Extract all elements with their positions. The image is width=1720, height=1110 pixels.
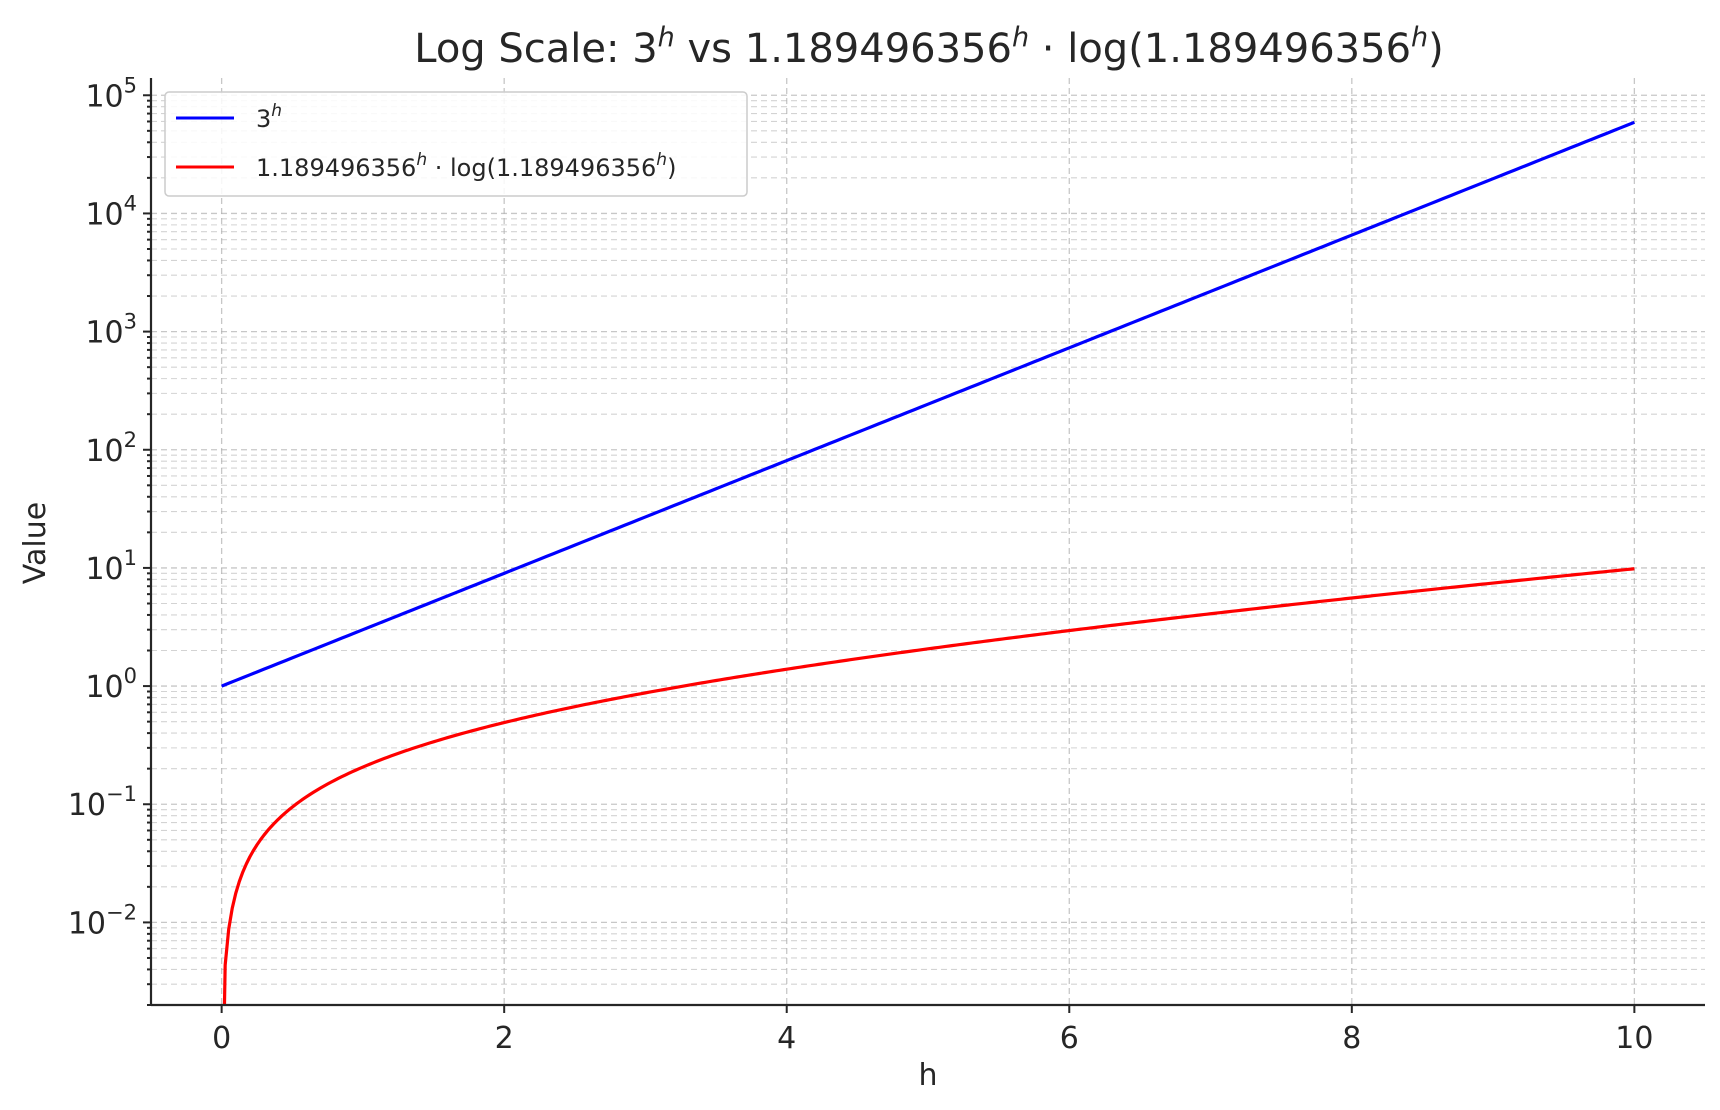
legend-box xyxy=(164,91,748,197)
x-axis-label: h xyxy=(918,1058,937,1093)
series-line-2 xyxy=(222,567,1635,1006)
y-tick-label: 101 xyxy=(85,546,137,587)
x-tick-label: 4 xyxy=(777,1021,796,1056)
chart-title: Log Scale: 3h vs 1.189496356h · log(1.18… xyxy=(414,22,1444,72)
y-tick-label: 102 xyxy=(85,428,137,469)
y-tick-label: 10−1 xyxy=(68,782,137,823)
legend-label-series-1: 3h xyxy=(256,101,282,133)
legend: 3h 1.189496356h · log(1.189496356h) xyxy=(164,91,748,197)
series-line-1 xyxy=(221,120,1635,688)
y-tick-label: 10−2 xyxy=(68,900,137,941)
legend-label-series-2: 1.189496356h · log(1.189496356h) xyxy=(256,150,676,182)
y-tick-label: 104 xyxy=(85,191,137,232)
x-ticks: 0 2 4 6 8 10 xyxy=(212,1005,1653,1056)
x-tick-label: 0 xyxy=(212,1021,231,1056)
x-tick-label: 6 xyxy=(1060,1021,1079,1056)
y-axis-label: Value xyxy=(18,502,53,584)
x-tick-label: 8 xyxy=(1342,1021,1361,1056)
y-tick-label: 105 xyxy=(85,73,137,114)
y-tick-label: 100 xyxy=(85,664,137,705)
y-tick-label: 103 xyxy=(85,310,137,351)
y-ticks: 10−2 10−1 100 101 102 103 104 105 xyxy=(68,73,151,1006)
series-layer xyxy=(221,120,1635,1006)
x-tick-label: 2 xyxy=(495,1021,514,1056)
x-tick-label: 10 xyxy=(1615,1021,1653,1056)
grid xyxy=(151,78,1705,1006)
